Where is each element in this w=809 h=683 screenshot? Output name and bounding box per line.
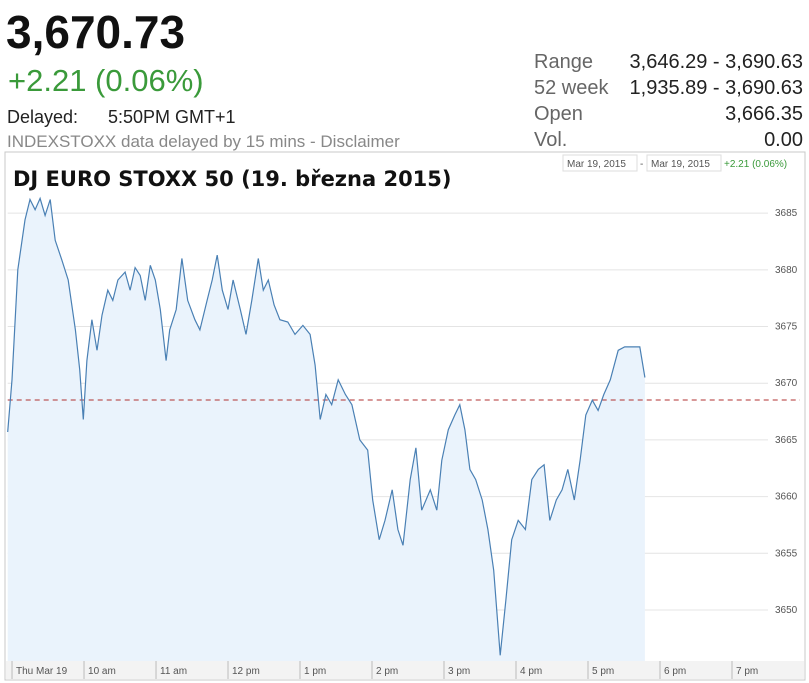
delayed-label: Delayed:: [7, 107, 78, 127]
x-tick-label: 3 pm: [448, 666, 470, 677]
stat-value: 3,666.35: [725, 103, 803, 125]
x-tick-label: 10 am: [88, 666, 116, 677]
x-tick-label: 7 pm: [736, 666, 758, 677]
x-tick-label: 12 pm: [232, 666, 260, 677]
x-tick-label: 2 pm: [376, 666, 398, 677]
price-line: [7, 196, 646, 656]
range-start[interactable]: Mar 19, 2015: [567, 159, 626, 170]
y-tick-label: 3670: [775, 378, 798, 389]
stat-label: 52 week: [534, 77, 609, 99]
range-change: +2.21 (0.06%): [724, 159, 787, 170]
delayed-time: 5:50PM GMT+1: [108, 107, 236, 127]
y-tick-label: 3665: [775, 435, 798, 446]
stat-value: 0.00: [764, 129, 803, 151]
y-tick-label: 3685: [775, 208, 798, 219]
plot: 3650 3655 3660 3665 3670 3675 3680 3685 Thu Mar …: [7, 196, 800, 679]
y-tick-label: 3660: [775, 492, 798, 503]
stat-label: Range: [534, 51, 593, 73]
range-start-box[interactable]: [562, 154, 638, 172]
range-end[interactable]: Mar 19, 2015: [651, 159, 710, 170]
x-tick-label: 1 pm: [304, 666, 326, 677]
x-axis-band: [6, 661, 804, 679]
y-tick-label: 3650: [775, 605, 798, 616]
x-tick-label: Thu Mar 19: [16, 666, 68, 677]
disclaimer[interactable]: INDEXSTOXX data delayed by 15 mins - Dis…: [7, 132, 400, 151]
price-change: +2.21 (0.06%): [8, 63, 204, 98]
stat-label: Vol.: [534, 129, 567, 151]
y-tick-label: 3675: [775, 322, 798, 333]
y-tick-label: 3680: [775, 265, 798, 276]
stats-table: Range 3,646.29 - 3,690.63 52 week 1,935.89 …: [534, 51, 803, 151]
y-tick-label: 3655: [775, 548, 798, 559]
chart-title: DJ EURO STOXX 50 (19. března 2015): [13, 167, 452, 191]
stat-label: Open: [534, 103, 583, 125]
x-tick-label: 6 pm: [664, 666, 686, 677]
x-tick-label: 11 am: [160, 666, 187, 677]
range-separator: -: [640, 159, 643, 170]
price-area: [7, 198, 645, 661]
range-end-box[interactable]: [646, 154, 722, 172]
x-tick-label: 5 pm: [592, 666, 614, 677]
x-tick-label: 4 pm: [520, 666, 542, 677]
stat-value: 3,646.29 - 3,690.63: [630, 51, 803, 73]
stat-value: 1,935.89 - 3,690.63: [630, 77, 803, 99]
price: 3,670.73: [6, 6, 185, 58]
